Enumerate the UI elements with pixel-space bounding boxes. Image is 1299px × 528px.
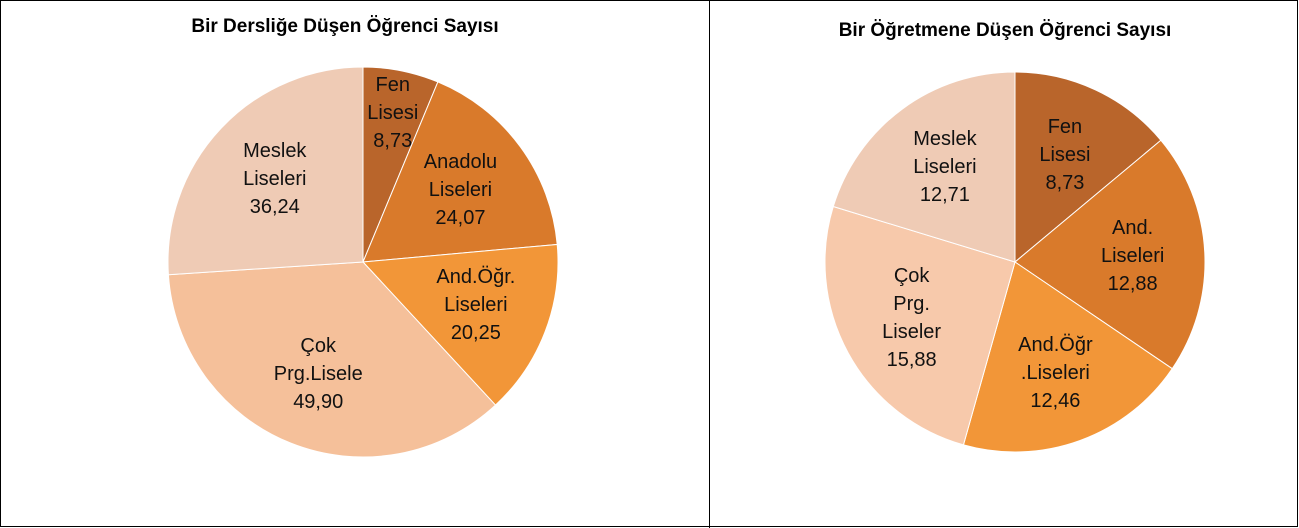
value-label: 20,25 (450, 322, 501, 345)
slice-label: And. Liseleri 12,88 (1101, 214, 1164, 298)
pie-slice (832, 71, 1016, 263)
category-label: Çok Prg. Liseler (882, 265, 942, 344)
chart-title: Bir Dersliğe Düşen Öğrenci Sayısı (191, 16, 499, 37)
value-label: 12,46 (1030, 389, 1081, 412)
slice-label: Fen Lisesi 8,73 (367, 71, 418, 155)
value-label: 12,88 (1107, 273, 1158, 296)
slice-label: Meslek Liseleri 36,24 (243, 137, 306, 221)
slice-label: Meslek Liseleri 12,71 (913, 125, 976, 209)
slice-label: Çok Prg. Liseler 15,88 (882, 262, 941, 374)
value-label: 49,90 (293, 391, 344, 414)
pie-slice (361, 243, 559, 406)
category-label: Anadolu Liseleri (423, 151, 498, 202)
value-label: 12,71 (919, 184, 970, 207)
value-label: 8,73 (1045, 172, 1085, 195)
pie-slice (962, 261, 1173, 453)
category-label: And. Liseleri (1100, 217, 1165, 268)
value-label: 24,07 (435, 207, 486, 230)
slice-label: Çok Prg.Lisele 49,90 (274, 332, 363, 416)
value-label: 8,73 (373, 129, 413, 152)
value-label: 36,24 (249, 196, 300, 219)
category-label: Meslek Liseleri (243, 140, 307, 191)
slice-label: And.Öğr .Liseleri 12,46 (1018, 331, 1092, 415)
category-label: And.Öğr. Liseleri (436, 266, 516, 317)
category-label: Fen Lisesi (367, 73, 419, 124)
value-label: 15,88 (886, 349, 937, 372)
pie-slice (167, 261, 497, 458)
pie-slice (362, 81, 558, 263)
chart-title: Bir Öğretmene Düşen Öğrenci Sayısı (838, 20, 1172, 41)
pie-slice (167, 66, 364, 276)
pie-slice (1014, 71, 1162, 264)
pie-slice (824, 205, 1016, 446)
category-label: Meslek Liseleri (913, 128, 977, 179)
slice-label: Fen Lisesi 8,73 (1039, 113, 1090, 197)
slice-label: Anadolu Liseleri 24,07 (424, 148, 497, 232)
category-label: And.Öğr .Liseleri (1018, 333, 1093, 384)
slice-label: And.Öğr. Liseleri 20,25 (436, 263, 515, 347)
category-label: Çok Prg.Lisele (273, 335, 363, 386)
pie-slice (1014, 139, 1206, 370)
category-label: Fen Lisesi (1039, 116, 1091, 167)
